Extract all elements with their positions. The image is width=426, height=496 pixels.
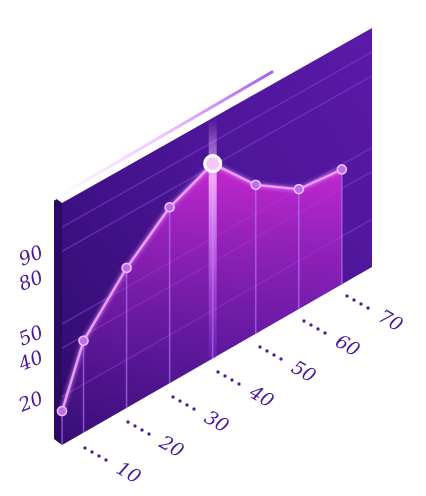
x-leader-dot-20-0 bbox=[126, 420, 129, 423]
x-leader-dot-20-1 bbox=[133, 424, 136, 427]
x-leader-dot-60-2 bbox=[316, 327, 319, 330]
y-tick-label-20: 20 bbox=[15, 387, 47, 417]
x-tick-label-50: 50 bbox=[288, 356, 320, 387]
data-point-0 bbox=[58, 407, 67, 416]
x-leader-dot-70-2 bbox=[359, 302, 362, 305]
x-leader-dot-70-1 bbox=[352, 298, 355, 301]
x-leader-dot-60-0 bbox=[302, 319, 305, 322]
x-leader-dot-40-3 bbox=[237, 382, 240, 385]
x-leader-dot-50-0 bbox=[258, 345, 261, 348]
data-point-1 bbox=[79, 336, 88, 345]
x-leader-dot-40-2 bbox=[230, 378, 233, 381]
x-leader-dot-10-0 bbox=[83, 446, 86, 449]
x-leader-dot-30-2 bbox=[185, 403, 188, 406]
x-leader-dot-30-1 bbox=[178, 399, 181, 402]
x-leader-dot-50-1 bbox=[265, 349, 268, 352]
x-tick-label-10: 10 bbox=[113, 457, 145, 488]
data-point-5 bbox=[251, 180, 260, 189]
data-point-3 bbox=[165, 203, 174, 212]
y-tick-label-80: 80 bbox=[16, 266, 47, 295]
x-leader-dot-50-2 bbox=[272, 353, 275, 356]
x-tick-label-30: 30 bbox=[201, 406, 233, 437]
data-point-6 bbox=[294, 185, 303, 194]
y-tick-label-50: 50 bbox=[16, 321, 47, 350]
x-leader-dot-50-3 bbox=[279, 357, 282, 360]
x-leader-dot-70-3 bbox=[366, 306, 369, 309]
x-leader-dot-60-3 bbox=[323, 331, 326, 334]
x-leader-dot-10-3 bbox=[104, 458, 107, 461]
x-tick-label-70: 70 bbox=[375, 305, 407, 336]
highlight-beam bbox=[209, 118, 217, 359]
data-point-highlight bbox=[205, 156, 221, 172]
data-point-7 bbox=[337, 165, 346, 174]
x-tick-label-60: 60 bbox=[332, 330, 364, 361]
x-leader-dot-10-2 bbox=[97, 454, 100, 457]
x-tick-label-20: 20 bbox=[155, 431, 188, 463]
y-tick-label-40: 40 bbox=[15, 346, 47, 376]
y-tick-label-90: 90 bbox=[16, 241, 47, 270]
data-point-2 bbox=[122, 263, 131, 272]
x-leader-dot-30-3 bbox=[192, 407, 195, 410]
x-leader-dot-20-3 bbox=[147, 432, 150, 435]
x-leader-dot-40-1 bbox=[223, 374, 226, 377]
x-tick-label-40: 40 bbox=[245, 381, 278, 413]
x-leader-dot-60-1 bbox=[309, 323, 312, 326]
x-leader-dot-70-0 bbox=[345, 294, 348, 297]
x-leader-dot-10-1 bbox=[90, 450, 93, 453]
x-leader-dot-20-2 bbox=[140, 428, 143, 431]
x-leader-dot-40-0 bbox=[216, 370, 219, 373]
x-leader-dot-30-0 bbox=[171, 395, 174, 398]
